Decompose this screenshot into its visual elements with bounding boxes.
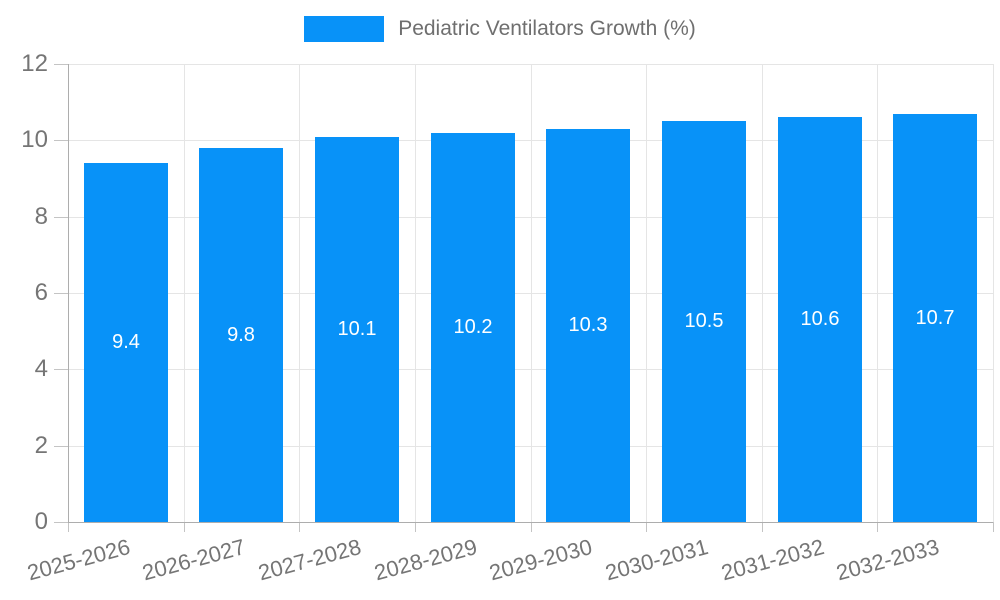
y-tick-label: 0 [34,508,48,535]
x-tick-label: 2025-2026 [24,534,133,586]
gridline-v [877,64,878,522]
bar[interactable]: 10.2 [431,133,515,522]
x-axis-line [68,522,993,523]
gridline-h [68,293,993,294]
bar-value-label: 10.1 [337,318,377,340]
legend[interactable]: Pediatric Ventilators Growth (%) [0,16,1000,42]
gridline-h [68,217,993,218]
bar-value-label: 10.2 [453,316,493,338]
bar[interactable]: 10.3 [546,129,630,522]
y-tick-mark [54,369,68,370]
x-tick-label: 2030-2031 [602,534,711,586]
gridline-v [184,64,185,522]
gridline-h [68,369,993,370]
gridline-v [646,64,647,522]
x-tick-mark [531,522,532,532]
bar[interactable]: 10.1 [315,137,399,522]
y-tick-mark [54,522,68,523]
y-tick-mark [54,217,68,218]
x-tick-label: 2031-2032 [718,534,827,586]
bar-value-label: 10.3 [568,314,608,336]
x-tick-mark [415,522,416,532]
x-tick-mark [299,522,300,532]
gridline-v [531,64,532,522]
bar[interactable]: 10.6 [778,117,862,522]
bar-value-label: 10.5 [684,310,724,332]
y-tick-mark [54,64,68,65]
x-tick-mark [993,522,994,532]
y-axis-line [68,64,69,522]
gridline-h [68,446,993,447]
gridline-v [299,64,300,522]
bar-value-label: 9.8 [227,323,255,346]
x-tick-label: 2026-2027 [139,534,248,586]
legend-label: Pediatric Ventilators Growth (%) [398,17,696,40]
y-tick-label: 8 [34,203,48,230]
gridline-h [68,64,993,65]
y-tick-mark [54,140,68,141]
bar[interactable]: 9.4 [84,163,168,522]
x-tick-mark [68,522,69,532]
gridline-v [993,64,994,522]
bar-value-label: 10.7 [915,306,955,329]
y-tick-mark [54,446,68,447]
x-tick-label: 2029-2030 [486,534,595,586]
bar-value-label: 9.4 [112,331,140,353]
legend-swatch-icon[interactable] [304,16,385,42]
x-tick-mark [646,522,647,532]
y-tick-label: 10 [21,126,48,153]
y-tick-label: 12 [21,50,48,77]
x-tick-label: 2032-2033 [833,534,942,586]
gridline-v [762,64,763,522]
x-tick-mark [762,522,763,532]
bar-value-label: 10.6 [800,308,840,330]
y-tick-mark [54,293,68,294]
x-tick-label: 2028-2029 [371,534,480,586]
gridline-v [415,64,416,522]
x-tick-mark [877,522,878,532]
y-tick-label: 2 [34,432,48,459]
y-tick-label: 4 [34,355,48,382]
bar[interactable]: 9.8 [199,148,283,522]
x-tick-label: 2027-2028 [255,534,364,586]
x-tick-mark [184,522,185,532]
bar[interactable]: 10.7 [893,114,977,522]
y-tick-label: 6 [34,279,48,306]
gridline-h [68,140,993,141]
bar[interactable]: 10.5 [662,121,746,522]
